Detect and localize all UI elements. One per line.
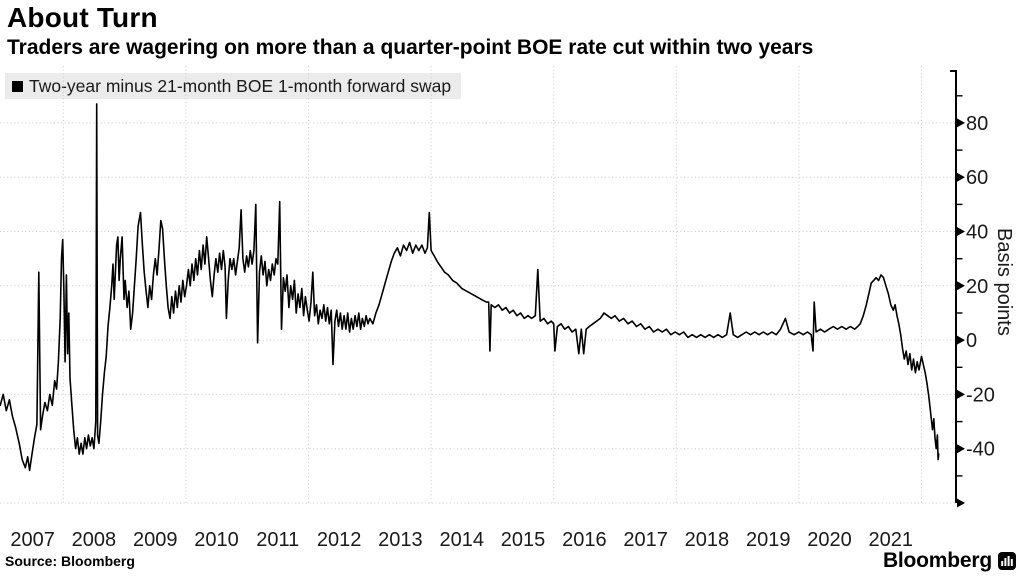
page-title: About Turn (7, 2, 158, 33)
x-axis-label: 2020 (807, 529, 852, 551)
x-axis-label: 2018 (685, 529, 730, 551)
legend-label: Two-year minus 21-month BOE 1-month forw… (29, 75, 452, 96)
bloomberg-terminal-icon (998, 552, 1016, 570)
x-axis-label: 2016 (562, 529, 607, 551)
series-line (0, 103, 940, 472)
page-subtitle: Traders are wagering on more than a quar… (7, 36, 814, 59)
y-tick-marker (957, 118, 965, 128)
x-axis-label: 2013 (378, 529, 423, 551)
bloomberg-logo: Bloomberg (883, 549, 1016, 573)
y-tick-marker (957, 281, 965, 291)
x-axis-label: 2010 (194, 529, 239, 551)
y-axis-end-marker (957, 498, 965, 508)
y-axis-label: 40 (966, 222, 988, 244)
y-tick-marker (957, 444, 965, 454)
legend: Two-year minus 21-month BOE 1-month forw… (5, 73, 462, 99)
x-axis-label: 2019 (746, 529, 791, 551)
y-axis-label: 20 (966, 276, 988, 298)
y-axis-label: 0 (966, 330, 977, 352)
x-axis-label: 2015 (501, 529, 546, 551)
y-tick-marker (957, 227, 965, 236)
y-axis-label: -20 (966, 384, 995, 406)
y-tick-marker (957, 335, 965, 345)
x-axis-label: 2012 (317, 529, 362, 551)
x-axis-label: 2009 (133, 529, 178, 551)
x-axis-label: 2008 (72, 529, 117, 551)
x-axis-label: 2011 (256, 529, 299, 551)
bloomberg-wordmark: Bloomberg (882, 549, 992, 572)
source-note: Source: Bloomberg (5, 553, 135, 569)
y-tick-marker (957, 172, 965, 182)
legend-swatch-icon (12, 80, 23, 92)
x-axis-label: 2014 (440, 529, 485, 551)
y-axis-label: 60 (966, 167, 988, 189)
x-axis-label: 2007 (10, 529, 55, 551)
y-axis-label: -40 (966, 439, 995, 461)
y-tick-marker (957, 389, 965, 399)
x-axis-label: 2017 (623, 529, 668, 551)
x-axis-label: 2021 (869, 529, 914, 551)
y-axis-title: Basis points (993, 228, 1015, 336)
y-axis-label: 80 (966, 113, 988, 135)
